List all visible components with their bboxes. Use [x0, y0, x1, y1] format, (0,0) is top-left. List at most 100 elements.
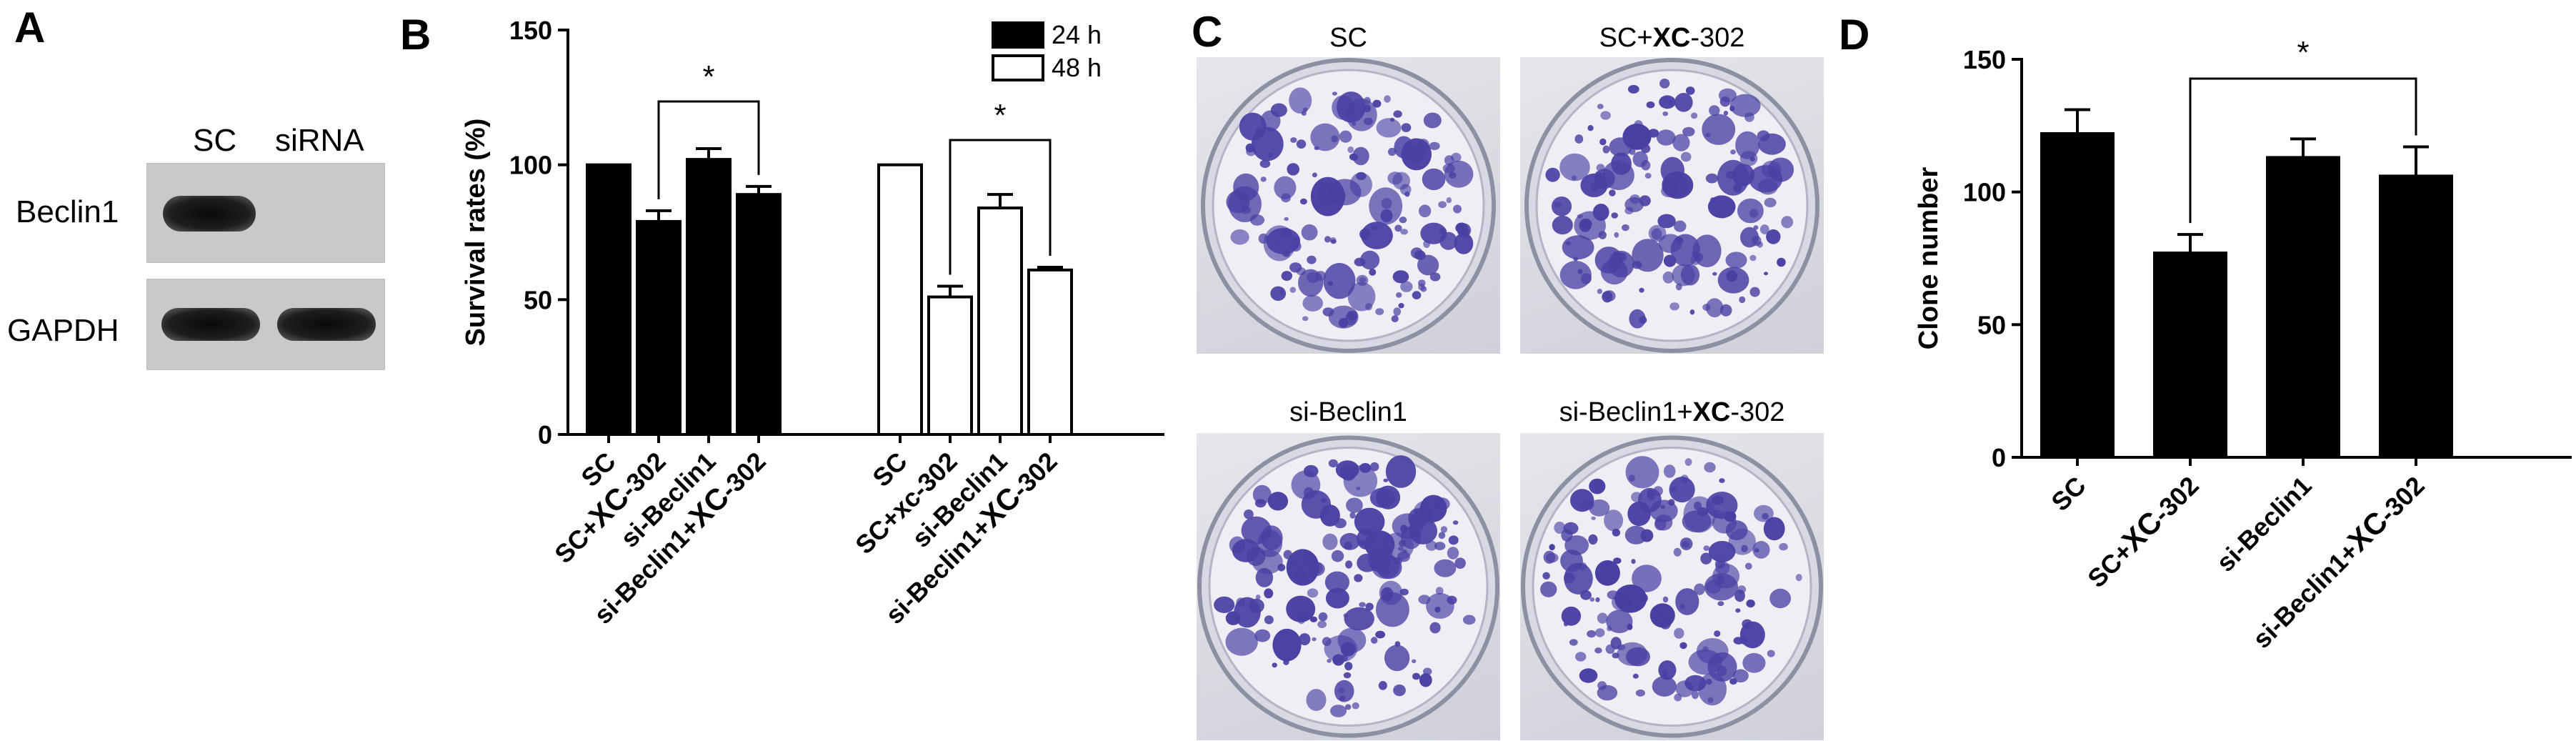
colony	[1324, 236, 1332, 243]
colony	[1574, 134, 1584, 144]
colony	[1662, 271, 1674, 284]
dish-photo-sc	[1197, 57, 1500, 354]
colony	[1682, 126, 1695, 136]
significance-bracket-0	[657, 100, 760, 199]
colony	[1344, 662, 1353, 671]
colony	[1718, 88, 1737, 103]
colony	[1447, 547, 1459, 560]
colony	[1612, 652, 1619, 659]
colony	[1614, 232, 1619, 238]
colony	[1394, 224, 1402, 232]
colony	[1587, 630, 1597, 638]
colony	[1281, 193, 1291, 203]
colony	[1307, 272, 1319, 283]
colony	[1392, 270, 1409, 284]
colony	[1646, 101, 1655, 109]
colony	[1666, 187, 1676, 196]
colony	[1356, 171, 1367, 180]
colony	[1752, 235, 1762, 247]
colony	[1339, 464, 1357, 481]
blot-row-label-beclin1: Beclin1	[16, 194, 119, 229]
bar-48-h-si-beclin1	[977, 207, 1023, 436]
x-label-sc: SC	[2045, 471, 2091, 517]
colony	[1302, 316, 1309, 322]
colony	[1301, 224, 1318, 241]
dish-label-si-beclin1: si-Beclin1	[1289, 397, 1407, 427]
y-axis-label: Clone number	[1914, 167, 1944, 350]
colony	[1795, 574, 1802, 582]
colony	[1611, 152, 1632, 175]
colony	[1673, 547, 1682, 557]
colony	[1246, 146, 1257, 156]
colony	[1363, 117, 1373, 125]
colony	[1371, 637, 1378, 644]
colony	[1612, 528, 1621, 537]
colony	[1652, 676, 1677, 697]
colony	[1354, 574, 1363, 582]
colony	[1670, 486, 1677, 493]
colony	[1383, 478, 1388, 482]
colony	[1614, 252, 1627, 262]
colony	[1214, 596, 1235, 613]
colony	[1625, 456, 1659, 489]
bar-48-h-si-beclin1-xc-302	[1027, 268, 1073, 436]
colony	[1259, 159, 1271, 168]
colony	[1462, 615, 1476, 625]
colony	[1734, 590, 1745, 602]
colony	[1767, 650, 1775, 657]
colony	[1448, 535, 1459, 545]
colony	[1332, 91, 1337, 96]
colony	[1631, 559, 1636, 565]
colony	[1607, 626, 1612, 632]
colony	[1317, 620, 1327, 628]
colony	[1554, 522, 1566, 534]
colony	[1440, 526, 1448, 533]
bar-48-h-sc	[877, 163, 923, 437]
colony	[1705, 173, 1719, 184]
blot-band-gapdh-sirna	[277, 308, 376, 341]
colony	[1330, 239, 1337, 244]
x-label-sc-xc-302: SC+XC-302	[2080, 468, 2205, 594]
colony	[1419, 673, 1432, 687]
colony	[1573, 257, 1578, 262]
colony	[1632, 565, 1662, 592]
colony	[1399, 588, 1409, 596]
colony	[1267, 153, 1273, 158]
colony	[1660, 156, 1684, 184]
colony	[1302, 294, 1323, 312]
colony	[1347, 310, 1358, 321]
legend-label-24-h: 24 h	[1052, 20, 1102, 49]
colony	[1455, 222, 1468, 234]
colony	[1344, 107, 1352, 114]
colony	[1626, 647, 1650, 667]
colony	[1698, 672, 1727, 706]
colony	[1707, 195, 1736, 219]
bar-24-h-si-beclin1	[686, 158, 732, 436]
colony	[1739, 296, 1746, 304]
colony	[1719, 478, 1725, 483]
colony	[1714, 630, 1721, 637]
panel-b-letter: B	[400, 11, 431, 59]
colony	[1420, 286, 1427, 292]
bar-si-beclin1-xc-302	[2379, 174, 2453, 459]
colony	[1753, 225, 1759, 230]
dish-label-sc: SC	[1329, 23, 1367, 53]
colony	[1339, 130, 1352, 143]
colony	[1769, 588, 1791, 609]
colony	[1418, 279, 1426, 287]
colony	[1339, 695, 1346, 701]
colony	[1442, 164, 1455, 174]
colony	[1754, 504, 1774, 522]
colony	[1659, 609, 1668, 618]
colony	[1319, 504, 1340, 527]
colony	[1324, 635, 1358, 662]
bar-24-h-sc	[586, 163, 631, 437]
colony	[1624, 525, 1647, 544]
colony	[1674, 693, 1682, 702]
colony	[1635, 689, 1645, 697]
colony	[1426, 592, 1454, 619]
colony	[1708, 541, 1736, 562]
colony	[1644, 173, 1652, 179]
bar-48-h-sc-xc-302	[927, 295, 973, 436]
colony	[1375, 308, 1384, 315]
